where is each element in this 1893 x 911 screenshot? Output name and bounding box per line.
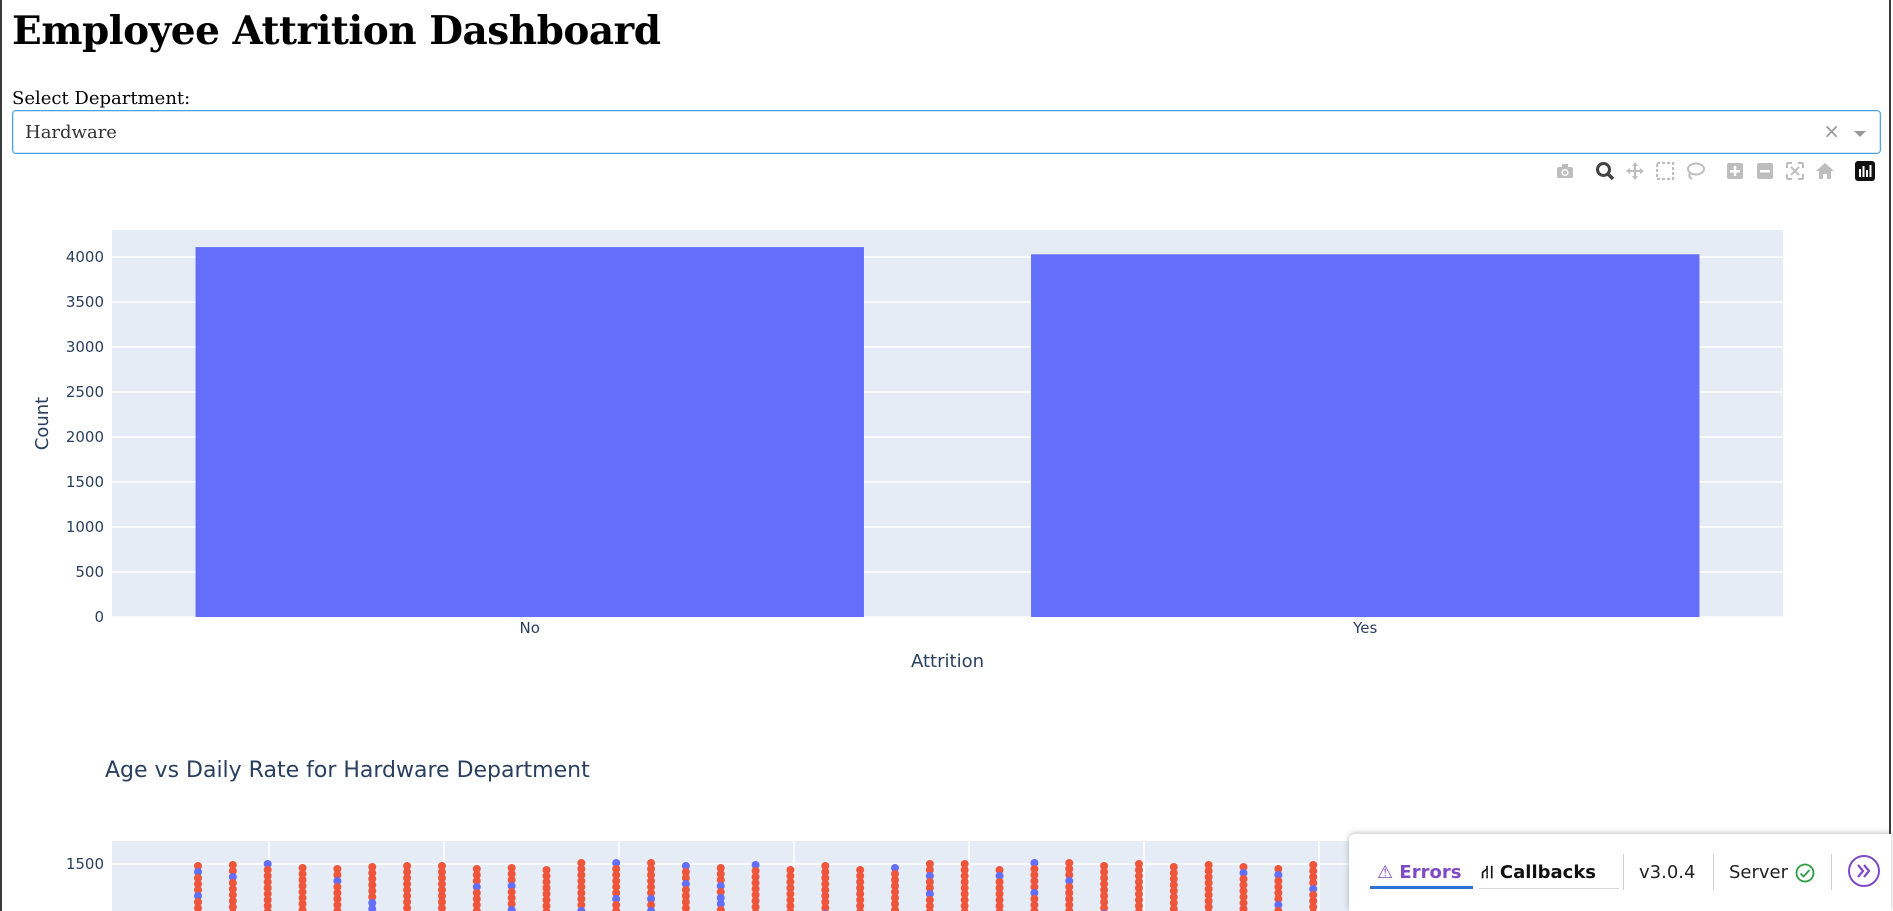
devtools-separator [1713,854,1714,890]
version-label: v3.0.4 [1639,862,1695,883]
bar-x-axis-label: Attrition [911,651,984,672]
server-label: Server [1729,862,1788,883]
bar-x-ticks: No Yes [520,619,1378,637]
reset-axes-icon[interactable] [1814,160,1836,182]
devtools-separator [1623,854,1624,890]
bar-yes [1031,254,1699,617]
zoom-out-icon[interactable] [1754,160,1776,182]
scatter-title: Age vs Daily Rate for Hardware Departmen… [105,758,590,783]
callbacks-tab[interactable]: ⛙ Callbacks [1481,862,1596,886]
bar-y-tick-label: 1000 [66,518,104,536]
bar-y-tick-label: 0 [94,608,104,626]
bar-y-tick-label: 2500 [66,383,104,401]
page-title: Employee Attrition Dashboard [12,8,660,54]
zoom-in-icon[interactable] [1724,160,1746,182]
camera-icon[interactable] [1554,160,1576,182]
plotly-logo-icon[interactable] [1854,160,1876,182]
lasso-icon[interactable] [1684,160,1706,182]
pan-icon[interactable] [1624,160,1646,182]
bar-y-tick-label: 3000 [66,338,104,356]
zoom-icon[interactable] [1594,160,1616,182]
errors-tab[interactable]: ⚠ Errors [1377,862,1461,883]
department-label: Select Department: [12,88,190,109]
bar-y-ticks: 0 500 1000 1500 2000 2500 3000 3500 4000 [66,248,104,626]
errors-tab-underline [1370,886,1473,889]
errors-label: Errors [1399,862,1461,883]
bar-y-tick-label: 2000 [66,428,104,446]
bar-x-tick-label: Yes [1352,619,1377,637]
bar-no [196,247,864,617]
callbacks-label: Callbacks [1500,862,1596,883]
autoscale-icon[interactable] [1784,160,1806,182]
bar-y-axis-label: Count [32,397,53,450]
attrition-bar-chart: 0 500 1000 1500 2000 2500 3000 3500 4000 No Yes A… [0,185,1893,685]
box-select-icon[interactable] [1654,160,1676,182]
chevron-down-icon[interactable] [1854,131,1866,137]
department-dropdown[interactable]: Hardware × [12,110,1881,154]
bar-x-tick-label: No [520,619,540,637]
department-value: Hardware [25,122,117,143]
server-ok-icon [1795,863,1815,883]
clear-icon[interactable]: × [1823,119,1840,143]
scatter-y-tick-label: 1500 [66,855,104,873]
bar-y-tick-label: 500 [75,563,104,581]
bar-y-tick-label: 1500 [66,473,104,491]
bar-y-tick-label: 3500 [66,293,104,311]
devtools-separator [1831,854,1832,890]
callbacks-tab-underline [1479,888,1619,889]
collapse-devtools-icon[interactable] [1847,854,1881,888]
bar-y-tick-label: 4000 [66,248,104,266]
dash-devtools-bar: ⚠ Errors ⛙ Callbacks v3.0.4 Server [1349,834,1891,911]
scatter-y-ticks: 1500 [66,855,104,873]
